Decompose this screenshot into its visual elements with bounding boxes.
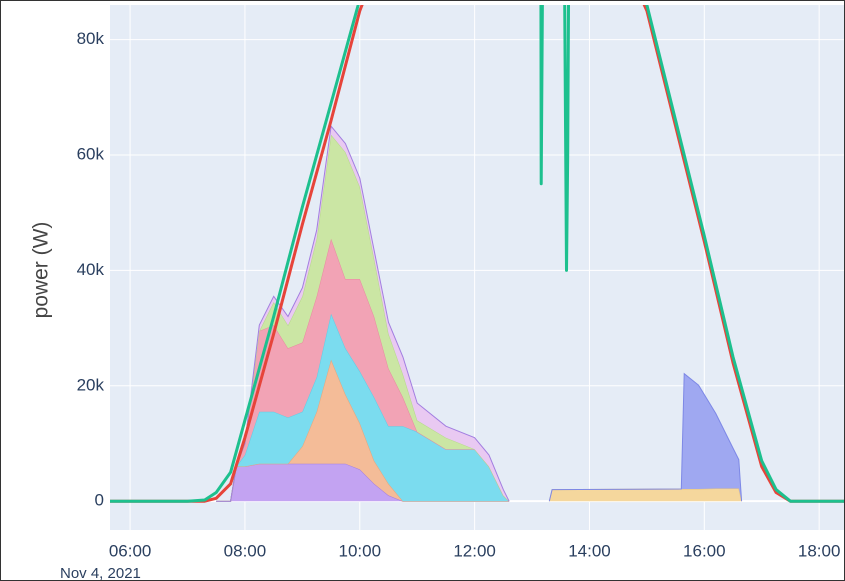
y-tick-label: 0 <box>95 491 104 510</box>
x-tick-label: 18:00 <box>798 541 841 560</box>
stacked-area <box>216 238 510 502</box>
power-line <box>110 5 845 503</box>
x-date-label: Nov 4, 2021 <box>60 565 141 581</box>
y-tick-label: 80k <box>77 29 105 48</box>
x-tick-label: 16:00 <box>683 541 726 560</box>
y-tick-label: 40k <box>77 260 105 279</box>
stacked-area <box>549 373 742 502</box>
y-tick-label: 20k <box>77 375 105 394</box>
x-tick-label: 08:00 <box>224 541 267 560</box>
y-axis-title: power (W) <box>30 222 53 319</box>
x-tick-label: 12:00 <box>453 541 496 560</box>
stacked-area <box>216 313 510 502</box>
x-tick-label: 14:00 <box>568 541 611 560</box>
area-edge <box>548 372 743 502</box>
x-tick-label: 10:00 <box>339 541 382 560</box>
power-line <box>110 5 845 503</box>
y-tick-label: 60k <box>77 144 105 163</box>
stacked-area <box>549 488 742 502</box>
stacked-area <box>216 463 510 502</box>
x-tick-label: 06:00 <box>109 541 152 560</box>
